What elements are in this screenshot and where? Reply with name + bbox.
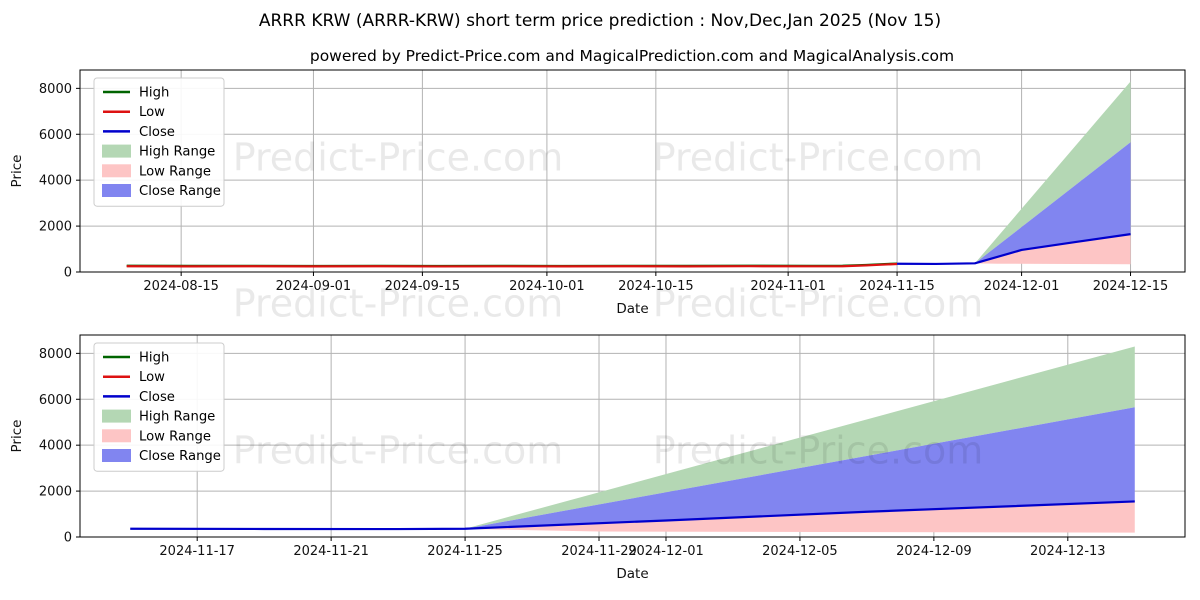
y-tick-label: 4000 xyxy=(39,439,72,454)
x-tick-label: 2024-11-01 xyxy=(750,279,826,294)
high-range-area xyxy=(974,81,1131,264)
x-tick-label: 2024-09-01 xyxy=(276,279,352,294)
y-axis: 0 2000 4000 6000 8000 Price xyxy=(9,82,80,281)
close-line xyxy=(897,233,1131,266)
x-tick-label: 2024-11-21 xyxy=(293,544,369,559)
y-axis: 0 2000 4000 6000 8000 Price xyxy=(9,347,80,546)
figure-subtitle: powered by Predict-Price.com and Magical… xyxy=(309,47,955,65)
x-tick-label: 2024-10-15 xyxy=(618,279,694,294)
x-tick-label: 2024-12-13 xyxy=(1030,544,1106,559)
legend-label: High xyxy=(139,351,169,366)
low-range-area xyxy=(465,501,1135,533)
legend-label: Low Range xyxy=(139,164,211,179)
y-tick-label: 0 xyxy=(64,266,72,281)
watermark-text: Predict-Price.com xyxy=(233,429,564,473)
close-line xyxy=(130,500,1135,531)
x-axis-title: Date xyxy=(616,566,648,582)
legend-label: High xyxy=(139,86,169,101)
x-tick-label: 2024-10-01 xyxy=(509,279,585,294)
x-tick-label: 2024-11-17 xyxy=(159,544,235,559)
bottom-chart: Predict-Price.com Predict-Price.com 2024-1… xyxy=(9,334,1186,582)
high-range-legend-swatch xyxy=(102,409,131,423)
watermark-text: Predict-Price.com xyxy=(653,282,984,326)
watermark-text: Predict-Price.com xyxy=(653,429,984,473)
x-tick-label: 2024-08-15 xyxy=(143,279,219,294)
x-tick-label: 2024-11-15 xyxy=(859,279,935,294)
legend-label: Low xyxy=(139,105,165,120)
top-chart: Predict-Price.com Predict-Price.com Predic… xyxy=(9,69,1186,326)
x-tick-label: 2024-12-05 xyxy=(762,544,838,559)
y-tick-label: 4000 xyxy=(39,174,72,189)
legend-label: Low Range xyxy=(139,429,211,444)
x-tick-label: 2024-11-25 xyxy=(427,544,503,559)
x-axis: 2024-11-17 2024-11-21 2024-11-25 2024-11-29… xyxy=(159,537,1106,582)
legend: High Low Close High Range Low Range Close Ran… xyxy=(93,342,225,472)
legend-label: Close Range xyxy=(139,449,221,464)
legend-label: Low xyxy=(139,370,165,385)
figure-title: ARRR KRW (ARRR-KRW) short term price pre… xyxy=(258,11,942,31)
y-tick-label: 6000 xyxy=(39,128,72,143)
low-line xyxy=(126,262,898,268)
close-range-area xyxy=(465,407,1135,529)
y-axis-title: Price xyxy=(9,420,25,453)
y-tick-label: 2000 xyxy=(39,220,72,235)
x-tick-label: 2024-11-29 xyxy=(561,544,637,559)
x-tick-label: 2024-12-01 xyxy=(984,279,1060,294)
x-tick-label: 2024-12-01 xyxy=(628,544,704,559)
legend-label: Close Range xyxy=(139,184,221,199)
low-range-area xyxy=(974,234,1131,265)
y-axis-title: Price xyxy=(9,155,25,188)
legend: High Low Close High Range Low Range Close Ran… xyxy=(93,77,225,207)
x-axis: 2024-08-15 2024-09-01 2024-09-15 2024-10-01… xyxy=(143,272,1168,317)
y-tick-label: 8000 xyxy=(39,347,72,362)
y-tick-label: 6000 xyxy=(39,393,72,408)
axes-frame xyxy=(79,334,1186,538)
x-tick-label: 2024-12-15 xyxy=(1093,279,1169,294)
watermark-text: Predict-Price.com xyxy=(653,136,984,180)
close-range-area xyxy=(974,142,1131,264)
legend-label: High Range xyxy=(139,410,215,425)
high-range-legend-swatch xyxy=(102,144,131,158)
y-tick-label: 2000 xyxy=(39,485,72,500)
legend-label: High Range xyxy=(139,145,215,160)
watermark-text: Predict-Price.com xyxy=(233,136,564,180)
axes-frame xyxy=(79,69,1186,273)
y-tick-label: 8000 xyxy=(39,82,72,97)
y-tick-label: 0 xyxy=(64,531,72,546)
low-range-legend-swatch xyxy=(102,429,131,443)
x-tick-label: 2024-12-09 xyxy=(896,544,972,559)
close-range-legend-swatch xyxy=(102,184,131,197)
x-tick-label: 2024-09-15 xyxy=(385,279,461,294)
x-axis-title: Date xyxy=(616,301,648,317)
low-range-legend-swatch xyxy=(102,164,131,178)
close-range-legend-swatch xyxy=(102,449,131,462)
legend-label: Close xyxy=(139,125,175,140)
high-range-area xyxy=(465,346,1135,529)
legend-label: Close xyxy=(139,390,175,405)
watermark-text: Predict-Price.com xyxy=(233,282,564,326)
